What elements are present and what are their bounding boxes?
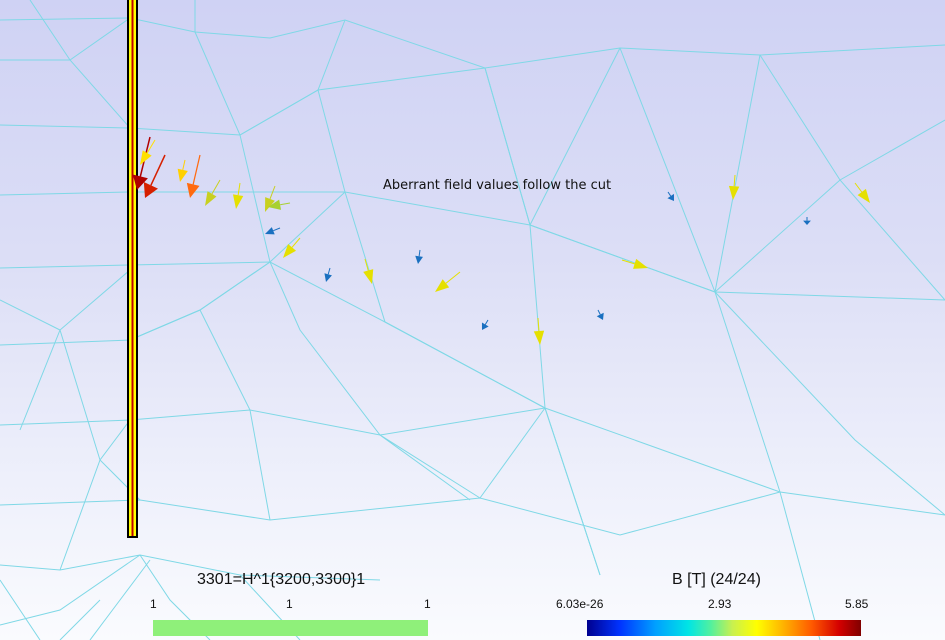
field-vector-arrow xyxy=(481,319,489,330)
legend-right-colorbar xyxy=(587,620,861,636)
mesh-edge xyxy=(0,579,41,640)
field-vector-arrow xyxy=(728,174,740,200)
field-vector-arrow xyxy=(283,237,301,258)
mesh-edge xyxy=(379,407,546,499)
field-vector-arrow xyxy=(140,139,156,165)
mesh-edge xyxy=(779,491,821,640)
field-vector-arrow xyxy=(268,199,291,210)
legend-right-tick-min: 6.03e-26 xyxy=(556,597,604,611)
mesh-edge xyxy=(0,191,945,301)
mesh-edge xyxy=(239,19,346,136)
mesh-edge xyxy=(714,291,945,516)
mesh-edge xyxy=(714,119,945,293)
field-vector-arrow xyxy=(435,271,461,292)
field-vector-arrow xyxy=(533,317,545,345)
mesh-edge xyxy=(0,261,945,516)
legend-left-tick-mid: 1 xyxy=(286,597,293,611)
mesh-edge xyxy=(129,191,346,341)
cut-strip-center xyxy=(131,0,134,536)
legend-right-title: B [T] (24/24) xyxy=(672,571,761,588)
legend-left-title: 3301=H^1{3200,3300}1 xyxy=(197,571,366,588)
mesh-edge xyxy=(759,54,945,301)
field-vector-arrow xyxy=(363,258,374,284)
field-vector-arrow xyxy=(854,182,870,203)
field-vector-arrow xyxy=(621,258,648,269)
mesh-edge xyxy=(0,554,141,626)
legend-left-tick-min: 1 xyxy=(150,597,157,611)
field-vector-arrow xyxy=(596,309,604,320)
mesh-edge xyxy=(199,309,271,521)
mesh-edge xyxy=(0,17,945,69)
field-vector-arrow xyxy=(205,179,221,206)
legend-left-colorbar xyxy=(153,620,428,636)
mesh-edge xyxy=(0,17,131,61)
field-vector-arrow xyxy=(265,185,276,212)
field-vector-arrow xyxy=(265,227,281,235)
mesh-edge xyxy=(59,599,101,640)
mesh-edge xyxy=(317,89,601,576)
field-vector-arrows xyxy=(132,136,870,345)
cut-strip xyxy=(127,0,138,538)
legend-right-tick-mid: 2.93 xyxy=(708,597,732,611)
field-vector-arrow xyxy=(177,159,188,182)
field-vector-arrow xyxy=(803,217,811,225)
mesh-edge xyxy=(484,67,601,576)
field-vector-arrow xyxy=(232,182,244,209)
field-vector-arrow xyxy=(667,191,674,201)
mesh-edge xyxy=(0,299,141,501)
field-vector-arrow xyxy=(186,154,201,198)
field-vector-arrow xyxy=(143,154,166,198)
annotation-text: Aberrant field values follow the cut xyxy=(383,178,612,193)
mesh-edge xyxy=(89,559,151,640)
mesh-edge xyxy=(714,54,761,293)
legend-right-tick-max: 5.85 xyxy=(845,597,869,611)
mesh-edge xyxy=(0,67,486,136)
mesh-edge xyxy=(0,407,546,436)
mesh-edge xyxy=(0,491,781,536)
mesh-edge xyxy=(529,47,621,226)
field-vector-arrow xyxy=(415,249,423,264)
legend-left-tick-max: 1 xyxy=(424,597,431,611)
mesh-edge xyxy=(19,269,131,431)
mesh-edge xyxy=(619,47,781,493)
field-vector-arrow xyxy=(324,267,332,282)
